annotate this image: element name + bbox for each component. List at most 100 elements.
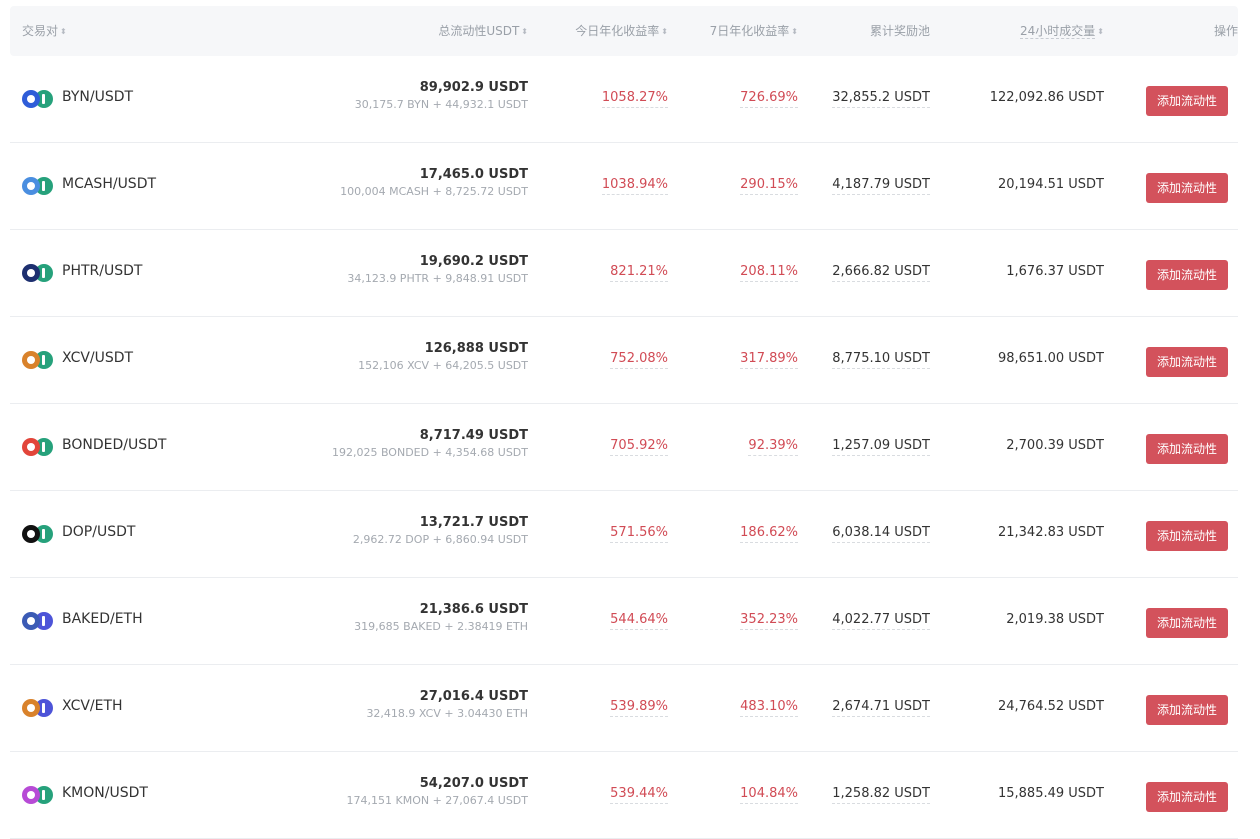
sort-icon[interactable]: ⬍ — [791, 26, 798, 36]
sort-icon[interactable]: ⬍ — [1097, 26, 1104, 36]
volume-24h: 15,885.49 USDT — [997, 786, 1104, 801]
table-row[interactable]: BAKED/ETH 21,386.6 USDT 319,685 BAKED + 2.… — [10, 578, 1238, 665]
pair-name[interactable]: MCASH/USDT — [62, 176, 157, 192]
add-liquidity-button[interactable]: 添加流动性 — [1146, 260, 1228, 290]
liquidity-value: 54,207.0 USDT — [419, 776, 528, 791]
table-row[interactable]: DOP/USDT 13,721.7 USDT 2,962.72 DOP + 6,86… — [10, 491, 1238, 578]
week-apy: 483.10% — [740, 699, 798, 717]
pair-name[interactable]: XCV/ETH — [62, 698, 123, 714]
pair-name[interactable]: BYN/USDT — [62, 89, 134, 105]
volume-24h: 98,651.00 USDT — [997, 351, 1104, 366]
pair-name[interactable]: XCV/USDT — [62, 350, 134, 366]
liquidity-pool-table: 交易对 ⬍ 总流动性USDT ⬍ 今日年化收益率 ⬍ 7日年化收益率 ⬍ 累计奖励池 2… — [10, 6, 1238, 839]
column-label: 今日年化收益率 — [575, 24, 660, 38]
reward-pool: 8,775.10 USDT — [832, 351, 930, 369]
table-row[interactable]: BONDED/USDT 8,717.49 USDT 192,025 BONDED +… — [10, 404, 1238, 491]
liquidity-value: 27,016.4 USDT — [419, 689, 528, 704]
sort-icon[interactable]: ⬍ — [521, 26, 528, 36]
column-header-action: 操作 — [1213, 24, 1238, 38]
liquidity-breakdown: 34,123.9 PHTR + 9,848.91 USDT — [347, 272, 528, 285]
table-row[interactable]: PHTR/USDT 19,690.2 USDT 34,123.9 PHTR + 9,… — [10, 230, 1238, 317]
column-header-reward-pool: 累计奖励池 — [870, 6, 930, 56]
token-pair-icons — [22, 351, 56, 369]
liquidity-value: 126,888 USDT — [424, 341, 528, 356]
table-row[interactable]: XCV/ETH 27,016.4 USDT 32,418.9 XCV + 3.044… — [10, 665, 1238, 752]
week-apy: 208.11% — [740, 264, 798, 282]
add-liquidity-button[interactable]: 添加流动性 — [1146, 173, 1228, 203]
today-apy: 539.44% — [610, 786, 668, 804]
add-liquidity-button[interactable]: 添加流动性 — [1146, 521, 1228, 551]
total-liquidity: 21,386.6 USDT 319,685 BAKED + 2.38419 ETH — [354, 602, 528, 633]
column-header-pair[interactable]: 交易对 ⬍ — [22, 6, 67, 56]
usdt-token-icon — [35, 90, 53, 108]
total-liquidity: 54,207.0 USDT 174,151 KMON + 27,067.4 USD… — [347, 776, 529, 807]
sort-icon[interactable]: ⬍ — [60, 26, 67, 36]
liquidity-value: 19,690.2 USDT — [419, 254, 528, 269]
column-header-liquidity[interactable]: 总流动性USDT ⬍ — [438, 6, 528, 56]
total-liquidity: 27,016.4 USDT 32,418.9 XCV + 3.04430 ETH — [366, 689, 528, 720]
usdt-token-icon — [35, 351, 53, 369]
week-apy: 352.23% — [740, 612, 798, 630]
table-row[interactable]: XCV/USDT 126,888 USDT 152,106 XCV + 64,205… — [10, 317, 1238, 404]
token-pair-icons — [22, 525, 56, 543]
reward-pool: 6,038.14 USDT — [832, 525, 930, 543]
reward-pool: 1,257.09 USDT — [832, 438, 930, 456]
liquidity-breakdown: 174,151 KMON + 27,067.4 USDT — [346, 794, 529, 807]
total-liquidity: 13,721.7 USDT 2,962.72 DOP + 6,860.94 USD… — [353, 515, 528, 546]
total-liquidity: 89,902.9 USDT 30,175.7 BYN + 44,932.1 USD… — [355, 80, 528, 111]
total-liquidity: 8,717.49 USDT 192,025 BONDED + 4,354.68 U… — [332, 428, 528, 459]
pair-name[interactable]: DOP/USDT — [62, 524, 136, 540]
liquidity-breakdown: 2,962.72 DOP + 6,860.94 USDT — [352, 533, 528, 546]
liquidity-value: 89,902.9 USDT — [419, 80, 528, 95]
token-pair-icons — [22, 438, 56, 456]
pair-name[interactable]: KMON/USDT — [62, 785, 148, 801]
token-pair-icons — [22, 177, 56, 195]
reward-pool: 2,674.71 USDT — [832, 699, 930, 717]
liquidity-value: 8,717.49 USDT — [419, 428, 528, 443]
volume-24h: 1,676.37 USDT — [1006, 264, 1104, 279]
add-liquidity-button[interactable]: 添加流动性 — [1146, 608, 1228, 638]
dop-token-icon — [22, 525, 40, 543]
pair-name[interactable]: BAKED/ETH — [62, 611, 143, 627]
add-liquidity-button[interactable]: 添加流动性 — [1146, 347, 1228, 377]
add-liquidity-button[interactable]: 添加流动性 — [1146, 695, 1228, 725]
today-apy: 539.89% — [610, 699, 668, 717]
usdt-token-icon — [35, 786, 53, 804]
pair-name[interactable]: PHTR/USDT — [62, 263, 143, 279]
table-row[interactable]: MCASH/USDT 17,465.0 USDT 100,004 MCASH + 8… — [10, 143, 1238, 230]
week-apy: 186.62% — [740, 525, 798, 543]
sort-icon[interactable]: ⬍ — [661, 26, 668, 36]
liquidity-value: 21,386.6 USDT — [419, 602, 528, 617]
pair-name[interactable]: BONDED/USDT — [62, 437, 167, 453]
liquidity-breakdown: 30,175.7 BYN + 44,932.1 USDT — [354, 98, 528, 111]
token-pair-icons — [22, 264, 56, 282]
reward-pool: 2,666.82 USDT — [832, 264, 930, 282]
column-header-today-apy[interactable]: 今日年化收益率 ⬍ — [575, 6, 668, 56]
total-liquidity: 19,690.2 USDT 34,123.9 PHTR + 9,848.91 US… — [347, 254, 528, 285]
table-row[interactable]: KMON/USDT 54,207.0 USDT 174,151 KMON + 27,… — [10, 752, 1238, 839]
usdt-token-icon — [35, 264, 53, 282]
column-header-week-apy[interactable]: 7日年化收益率 ⬍ — [710, 6, 798, 56]
today-apy: 752.08% — [610, 351, 668, 369]
total-liquidity: 17,465.0 USDT 100,004 MCASH + 8,725.72 US… — [340, 167, 528, 198]
volume-24h: 20,194.51 USDT — [997, 177, 1104, 192]
liquidity-breakdown: 32,418.9 XCV + 3.04430 ETH — [366, 707, 528, 720]
today-apy: 571.56% — [610, 525, 668, 543]
volume-24h: 122,092.86 USDT — [989, 90, 1104, 105]
week-apy: 317.89% — [740, 351, 798, 369]
reward-pool: 4,022.77 USDT — [832, 612, 930, 630]
usdt-token-icon — [35, 177, 53, 195]
add-liquidity-button[interactable]: 添加流动性 — [1146, 86, 1228, 116]
mcash-token-icon — [22, 177, 40, 195]
column-header-volume[interactable]: 24小时成交量 ⬍ — [1020, 6, 1104, 56]
today-apy: 544.64% — [610, 612, 668, 630]
add-liquidity-button[interactable]: 添加流动性 — [1146, 434, 1228, 464]
today-apy: 821.21% — [610, 264, 668, 282]
table-body: BYN/USDT 89,902.9 USDT 30,175.7 BYN + 44,9… — [10, 56, 1238, 839]
add-liquidity-button[interactable]: 添加流动性 — [1146, 782, 1228, 812]
token-pair-icons — [22, 786, 56, 804]
usdt-token-icon — [35, 438, 53, 456]
table-row[interactable]: BYN/USDT 89,902.9 USDT 30,175.7 BYN + 44,9… — [10, 56, 1238, 143]
phtr-token-icon — [22, 264, 40, 282]
byn-token-icon — [22, 90, 40, 108]
